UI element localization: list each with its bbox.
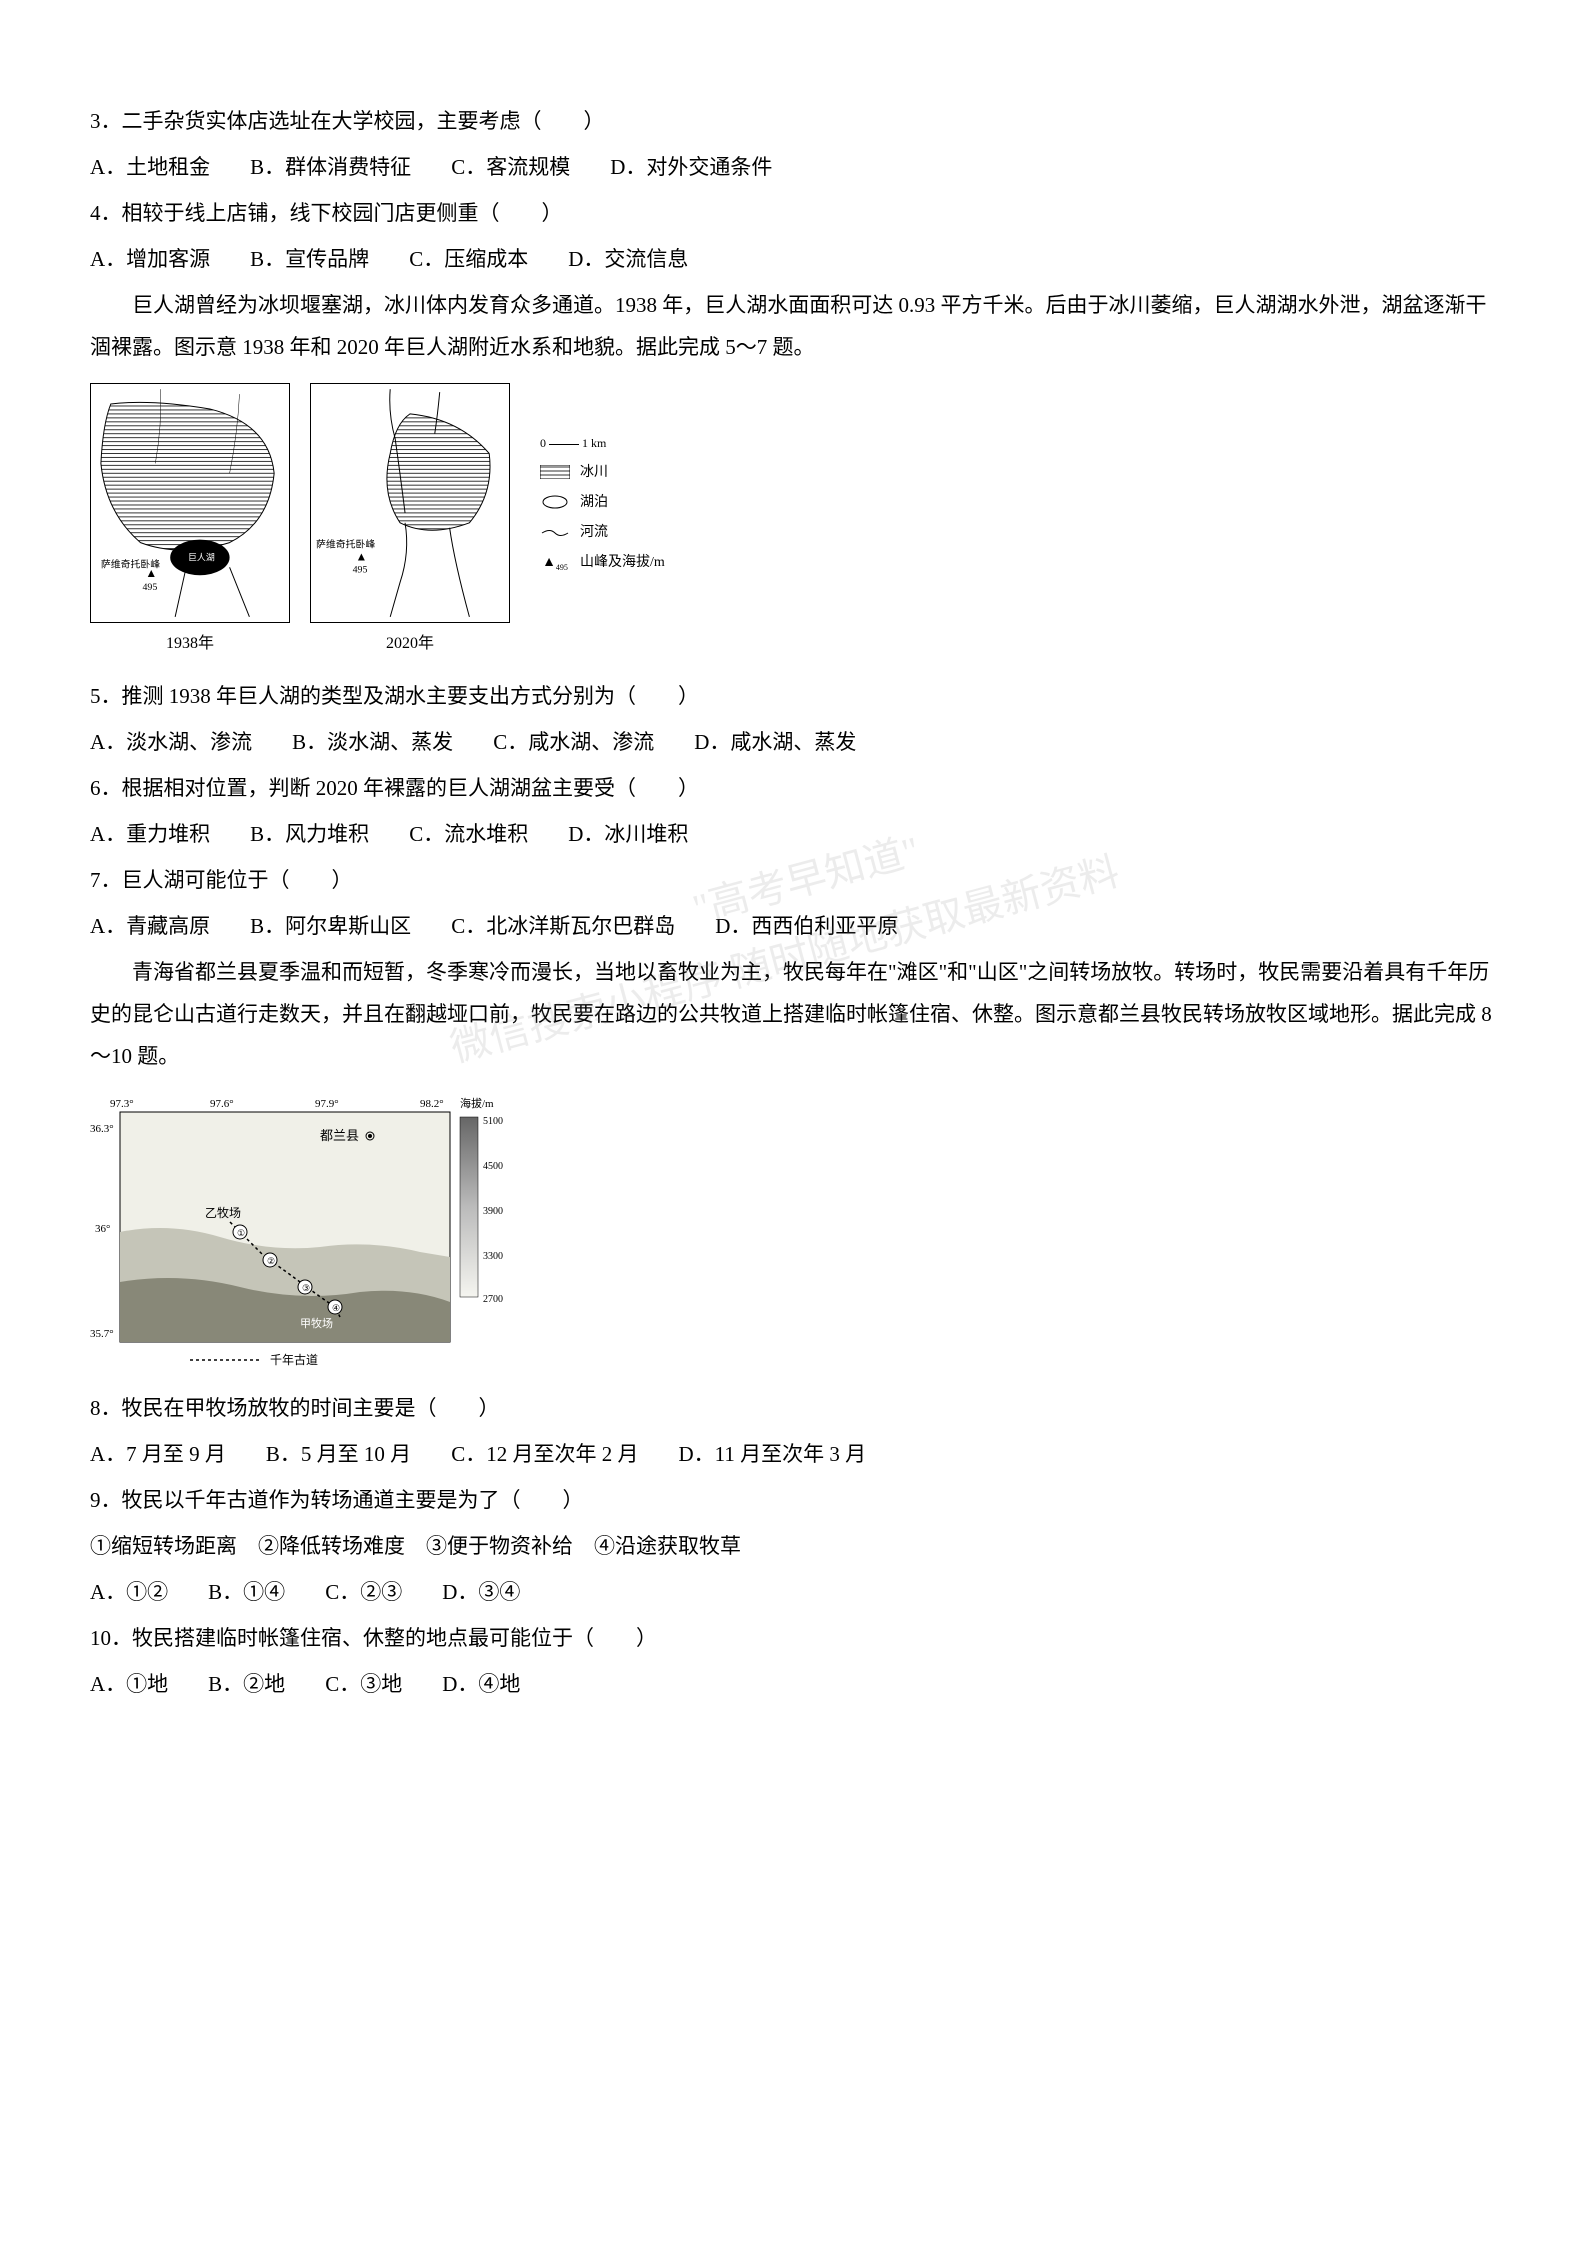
question-9-options: A．①② B．①④ C．②③ D．③④ [90,1571,1497,1613]
svg-text:④: ④ [332,1303,340,1313]
q10-option-c: C．③地 [325,1663,402,1705]
map-2020-wrapper: 萨维奇托卧峰 ▲ 495 2020年 [310,383,510,660]
svg-text:3300: 3300 [483,1251,503,1262]
map-2020: 萨维奇托卧峰 ▲ 495 [310,383,510,623]
q7-option-c: C．北冰洋斯瓦尔巴群岛 [451,905,675,947]
q6-option-a: A．重力堆积 [90,813,210,855]
passage-1: 巨人湖曾经为冰坝堰塞湖，冰川体内发育众多通道。1938 年，巨人湖水面面积可达 … [90,284,1497,368]
q5-option-c: C．咸水湖、渗流 [493,721,654,763]
svg-text:千年古道: 千年古道 [270,1352,318,1367]
question-9: 9．牧民以千年古道作为转场通道主要是为了（ ） [90,1479,1497,1521]
svg-text:3900: 3900 [483,1206,503,1217]
q4-option-a: A．增加客源 [90,238,210,280]
question-8: 8．牧民在甲牧场放牧的时间主要是（ ） [90,1387,1497,1429]
passage-2: 青海省都兰县夏季温和而短暂，冬季寒冷而漫长，当地以畜牧业为主，牧民每年在"滩区"… [90,951,1497,1077]
q9-option-c: C．②③ [325,1571,402,1613]
q3-option-b: B．群体消费特征 [250,146,411,188]
page-content: 3．二手杂货实体店选址在大学校园，主要考虑（ ） A．土地租金 B．群体消费特征… [90,100,1497,1705]
legend-river: 河流 [540,520,665,545]
svg-text:乙牧场: 乙牧场 [205,1206,241,1220]
svg-text:97.6°: 97.6° [210,1098,234,1110]
map-2020-label: 2020年 [310,628,510,660]
svg-text:▲: ▲ [356,549,368,563]
q9-option-b: B．①④ [208,1571,285,1613]
svg-text:2700: 2700 [483,1294,503,1305]
q8-option-d: D．11 月至次年 3 月 [678,1433,866,1475]
lake-maps-container: 萨维奇托卧峰 ▲ 495 巨人湖 1938年 [90,383,1497,660]
q7-option-d: D．西西伯利亚平原 [715,905,898,947]
q10-option-a: A．①地 [90,1663,168,1705]
terrain-svg: ① ② ③ ④ 都兰县 乙牧场 甲牧场 97.3° 97.6° 97.9° 98… [90,1092,510,1372]
svg-text:36°: 36° [95,1223,110,1235]
svg-text:甲牧场: 甲牧场 [300,1316,333,1330]
question-8-options: A．7 月至 9 月 B．5 月至 10 月 C．12 月至次年 2 月 D．1… [90,1433,1497,1475]
legend-peak: ▲495 山峰及海拔/m [540,550,665,575]
svg-text:495: 495 [353,564,368,575]
question-3: 3．二手杂货实体店选址在大学校园，主要考虑（ ） [90,100,1497,142]
question-10: 10．牧民搭建临时帐篷住宿、休整的地点最可能位于（ ） [90,1617,1497,1659]
q3-option-d: D．对外交通条件 [610,146,772,188]
svg-text:海拔/m: 海拔/m [460,1096,494,1110]
scale-bar: 0 1 km [540,433,665,455]
map-1938: 萨维奇托卧峰 ▲ 495 巨人湖 [90,383,290,623]
question-10-options: A．①地 B．②地 C．③地 D．④地 [90,1663,1497,1705]
terrain-figure: ① ② ③ ④ 都兰县 乙牧场 甲牧场 97.3° 97.6° 97.9° 98… [90,1092,1497,1372]
q5-option-b: B．淡水湖、蒸发 [292,721,453,763]
q6-option-b: B．风力堆积 [250,813,369,855]
question-7-options: A．青藏高原 B．阿尔卑斯山区 C．北冰洋斯瓦尔巴群岛 D．西西伯利亚平原 [90,905,1497,947]
q6-option-c: C．流水堆积 [409,813,528,855]
q4-option-c: C．压缩成本 [409,238,528,280]
q5-option-a: A．淡水湖、渗流 [90,721,252,763]
map-1938-svg: 萨维奇托卧峰 ▲ 495 巨人湖 [91,384,289,622]
svg-text:36.3°: 36.3° [90,1123,114,1135]
map-1938-label: 1938年 [90,628,290,660]
map-1938-wrapper: 萨维奇托卧峰 ▲ 495 巨人湖 1938年 [90,383,290,660]
q7-option-a: A．青藏高原 [90,905,210,947]
lake-figure: 萨维奇托卧峰 ▲ 495 巨人湖 1938年 [90,383,1497,660]
q9-option-a: A．①② [90,1571,168,1613]
svg-text:①: ① [237,1228,245,1238]
svg-text:97.3°: 97.3° [110,1098,134,1110]
q7-option-b: B．阿尔卑斯山区 [250,905,411,947]
q6-option-d: D．冰川堆积 [568,813,688,855]
svg-text:97.9°: 97.9° [315,1098,339,1110]
q10-option-d: D．④地 [442,1663,520,1705]
svg-text:巨人湖: 巨人湖 [188,552,215,562]
q5-option-d: D．咸水湖、蒸发 [694,721,856,763]
q8-option-a: A．7 月至 9 月 [90,1433,226,1475]
svg-text:②: ② [267,1256,275,1266]
question-4: 4．相较于线上店铺，线下校园门店更侧重（ ） [90,192,1497,234]
svg-text:5100: 5100 [483,1116,503,1127]
q3-option-c: C．客流规模 [451,146,570,188]
q4-option-d: D．交流信息 [568,238,688,280]
question-4-options: A．增加客源 B．宣传品牌 C．压缩成本 D．交流信息 [90,238,1497,280]
question-3-options: A．土地租金 B．群体消费特征 C．客流规模 D．对外交通条件 [90,146,1497,188]
q10-option-b: B．②地 [208,1663,285,1705]
svg-text:▲: ▲ [145,566,157,580]
svg-text:都兰县: 都兰县 [320,1128,359,1143]
svg-text:495: 495 [142,582,157,593]
question-9-sub: ①缩短转场距离 ②降低转场难度 ③便于物资补给 ④沿途获取牧草 [90,1525,1497,1567]
map-2020-svg: 萨维奇托卧峰 ▲ 495 [311,384,509,622]
map-legend: 0 1 km 冰川 湖泊 河流 ▲495 山峰及海拔/m [540,383,665,580]
terrain-map: ① ② ③ ④ 都兰县 乙牧场 甲牧场 97.3° 97.6° 97.9° 98… [90,1092,510,1372]
question-6: 6．根据相对位置，判断 2020 年裸露的巨人湖湖盆主要受（ ） [90,767,1497,809]
q9-option-d: D．③④ [442,1571,520,1613]
legend-lake: 湖泊 [540,490,665,515]
svg-text:4500: 4500 [483,1161,503,1172]
legend-glacier: 冰川 [540,460,665,485]
svg-text:③: ③ [302,1283,310,1293]
svg-text:98.2°: 98.2° [420,1098,444,1110]
q8-option-c: C．12 月至次年 2 月 [451,1433,638,1475]
q4-option-b: B．宣传品牌 [250,238,369,280]
question-5: 5．推测 1938 年巨人湖的类型及湖水主要支出方式分别为（ ） [90,675,1497,717]
question-7: 7．巨人湖可能位于（ ） [90,859,1497,901]
q8-option-b: B．5 月至 10 月 [266,1433,411,1475]
question-6-options: A．重力堆积 B．风力堆积 C．流水堆积 D．冰川堆积 [90,813,1497,855]
q3-option-a: A．土地租金 [90,146,210,188]
question-5-options: A．淡水湖、渗流 B．淡水湖、蒸发 C．咸水湖、渗流 D．咸水湖、蒸发 [90,721,1497,763]
svg-text:35.7°: 35.7° [90,1328,114,1340]
